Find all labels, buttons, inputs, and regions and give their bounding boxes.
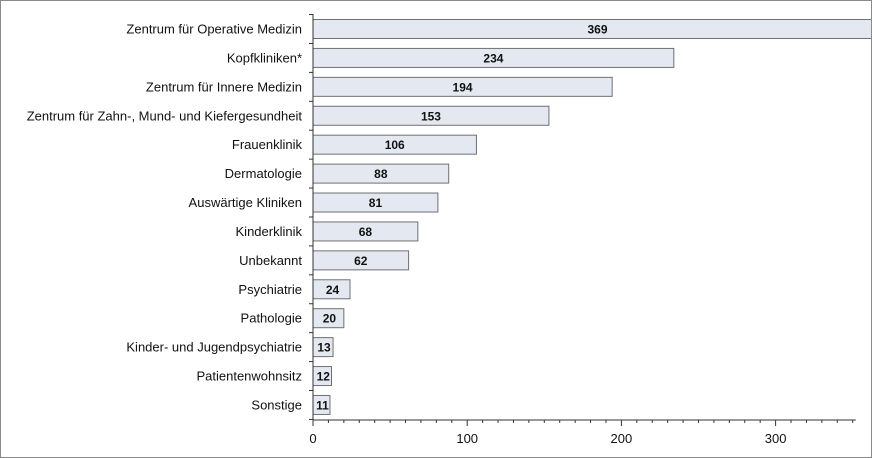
- data-label: 13: [317, 341, 331, 355]
- x-tick-label: 0: [309, 431, 316, 446]
- axes-layer: 0 100 200 300: [309, 14, 856, 446]
- bars-layer: Zentrum für Operative Medizin 369 Kopfklin…: [27, 19, 871, 415]
- category-label: Sonstige: [251, 397, 302, 412]
- category-label: Kopfkliniken*: [227, 50, 302, 65]
- category-label: Pathologie: [241, 311, 302, 326]
- category-label: Patientenwohnsitz: [196, 369, 302, 384]
- data-label: 12: [317, 370, 331, 384]
- x-tick-label: 300: [765, 431, 787, 446]
- category-label: Psychiatrie: [238, 282, 302, 297]
- category-label: Dermatologie: [225, 166, 302, 181]
- data-label: 11: [316, 398, 329, 412]
- category-label: Zentrum für Innere Medizin: [146, 79, 302, 94]
- data-label: 369: [587, 23, 607, 37]
- data-label: 24: [326, 283, 340, 297]
- data-label: 81: [369, 196, 383, 210]
- category-label: Auswärtige Kliniken: [189, 195, 302, 210]
- category-label: Frauenklinik: [232, 137, 303, 152]
- category-label: Kinder- und Jugendpsychiatrie: [126, 340, 302, 355]
- category-label: Zentrum für Zahn-, Mund- und Kiefergesun…: [27, 108, 303, 123]
- x-tick-label: 200: [611, 431, 633, 446]
- data-label: 153: [421, 109, 441, 123]
- data-label: 106: [385, 138, 405, 152]
- category-label: Unbekannt: [239, 253, 302, 268]
- category-label: Kinderklinik: [236, 224, 303, 239]
- data-label: 20: [323, 312, 337, 326]
- data-label: 62: [354, 254, 368, 268]
- data-label: 68: [359, 225, 373, 239]
- category-label: Zentrum für Operative Medizin: [126, 22, 302, 37]
- x-tick-label: 100: [456, 431, 478, 446]
- data-label: 194: [453, 80, 473, 94]
- data-label: 88: [374, 167, 388, 181]
- data-label: 234: [483, 51, 503, 65]
